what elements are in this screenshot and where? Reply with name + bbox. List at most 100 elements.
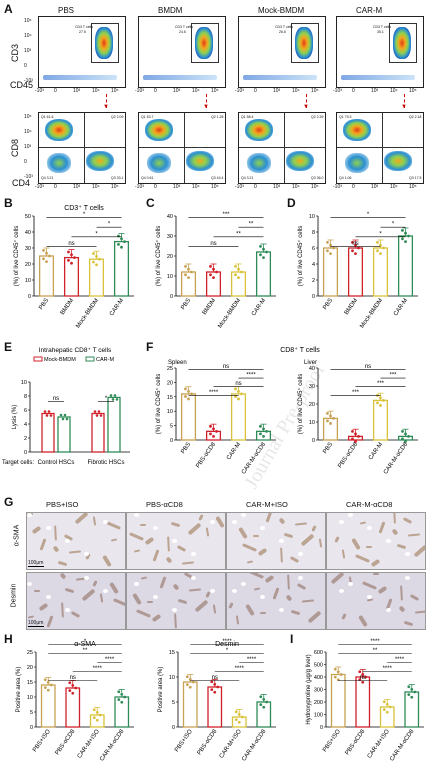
data-point [59,413,63,417]
row-label-desmin: Desmin [10,583,18,608]
cluster-cd8 [145,119,173,141]
stain-fiber [132,592,142,606]
x-tick: 10⁵ [111,88,119,94]
y-tick-label: 15 [169,650,175,656]
vessel-lumen [65,608,70,612]
quadrant-q3: Q3 33.1 [111,176,124,180]
y-tick-label: 25 [27,650,33,656]
x-tick: 10³ [371,184,379,190]
quadrant-hline [39,146,125,148]
data-point [73,256,76,259]
stain-fiber [172,583,180,591]
quadrant-hline [139,146,225,148]
sig-label: * [105,396,108,402]
sig-label: **** [246,373,256,379]
vessel-lumen [46,526,51,530]
facs-events-floor [341,75,415,80]
sig-label: *** [222,212,230,218]
quadrant-q4: Q4 3.21 [41,176,54,180]
histology-image [126,512,226,570]
panel-label-d: D [287,196,296,210]
data-point [48,254,51,258]
y-tick-label: 0 [30,725,33,731]
data-point [216,685,220,689]
chart-d: 0 2 4 6 8 10 (%) of live CD45⁺ cells PBS BMDM Moc… [297,212,418,330]
vessel-lumen [367,595,372,599]
data-point [45,414,49,417]
legend-label-carm: CAR-M [96,357,114,363]
stain-fiber [359,521,367,525]
data-point [385,710,389,714]
x-tick: 10⁵ [409,184,417,190]
data-point [259,245,262,248]
sig-label: * [84,639,87,645]
x-tick-label: PBS [180,298,192,311]
vessel-lumen [27,513,32,517]
stain-fiber [393,513,396,524]
data-point [42,249,45,252]
data-point [265,250,268,254]
quadrant-vline [283,113,285,183]
y-tick-label: 0 [320,725,323,731]
data-point [336,670,340,674]
y-tick-label: 0 [312,438,315,444]
legend-swatch-carm [85,356,95,362]
data-point [95,710,99,714]
vessel-lumen [134,513,139,517]
stain-fiber [265,513,273,523]
x-tick: 10⁴ [192,88,200,94]
y-tick-label: 40 [309,366,315,372]
data-point [70,261,73,265]
bar [379,706,395,728]
data-point [187,267,190,271]
y-tick-label: 20 [27,665,33,671]
quadrant-q3: Q3 17.5 [409,176,422,180]
stain-fiber [70,611,81,618]
sig-label: ns [68,241,74,247]
data-point [357,435,360,438]
data-point [351,249,354,253]
facs-group-title: BMDM [158,6,183,15]
stain-fiber [235,615,240,625]
x-tick-label: CAR-M [393,298,409,318]
x-tick-label: PBS-αCD8 [345,728,367,756]
cluster-cd4 [286,151,315,171]
stain-fiber [165,556,173,564]
histology-image [226,512,326,570]
sig-label: **** [209,390,219,396]
y-tick: 0 [24,63,27,69]
sig-label: ns [53,396,59,402]
stain-fiber [57,560,68,567]
vessel-lumen [298,576,303,580]
y-tick: 10⁵ [24,114,32,120]
facs-plot-cd3-cd45: CD3 T cells 26.6 [238,16,326,88]
x-tick-label: BMDM [60,298,75,316]
x-tick-label: CAR-M-αCD8 [389,728,416,762]
y-tick-label: 5 [30,710,33,716]
histology-column-title: PBS+ISO [46,500,79,509]
gate-value: 24.6 [179,30,186,34]
panel-label-h: H [4,632,13,646]
quadrant-vline [381,113,383,183]
vessel-lumen [134,582,139,586]
data-point [237,712,241,716]
data-point [351,241,354,244]
bar [372,247,389,297]
data-point [213,690,217,694]
stain-fiber [170,521,181,528]
data-point [184,273,187,277]
quadrant-q2: Q2 2.09 [111,115,124,119]
x-tick: 10⁵ [409,88,417,94]
data-point [97,410,101,413]
histology-column-title: PBS-αCD8 [146,500,183,509]
vessel-lumen [348,582,353,586]
stain-fiber [260,612,266,614]
data-point [61,417,65,421]
y-tick-label: 5 [170,424,173,430]
x-tick-label: CAR-M-αCD8 [241,728,268,762]
data-point [43,410,47,413]
data-point [361,680,365,684]
stain-fiber [54,525,57,541]
y-axis-label: (%) of live CD45⁺ cells [155,226,162,287]
stain-fiber [109,581,119,595]
